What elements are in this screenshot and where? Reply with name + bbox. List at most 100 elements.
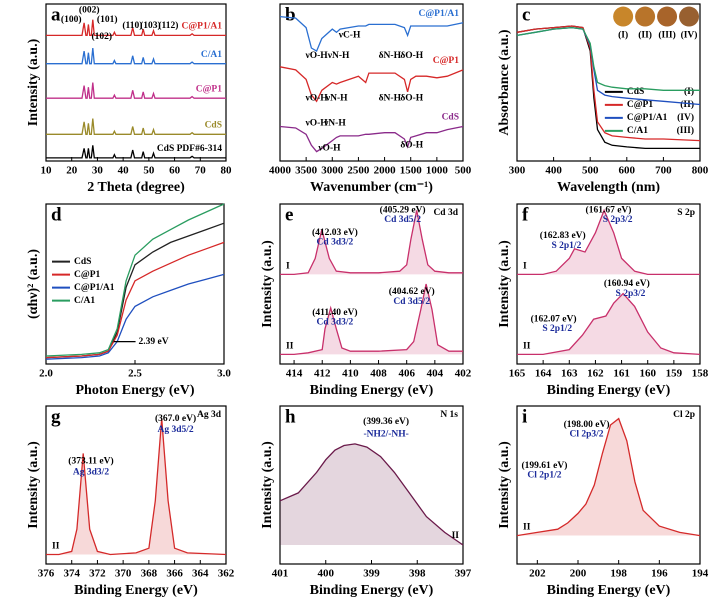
annotation: S 2p3/2 [603, 215, 633, 225]
x-tick-label: 196 [651, 568, 668, 580]
peak-area [280, 443, 463, 546]
annotation: Cd 3d5/2 [384, 215, 421, 225]
annotation: (100) [61, 14, 82, 25]
annotation: Cd 3d5/2 [393, 297, 430, 307]
series-line [279, 15, 464, 53]
x-tick-label: 158 [692, 368, 709, 380]
peak-area [46, 418, 226, 555]
x-tick-label: 368 [141, 568, 158, 580]
x-tick-label: 40 [118, 165, 130, 177]
annotation: -NH2/-NH- [363, 430, 408, 440]
x-axis-label: Binding Energy (eV) [310, 583, 434, 598]
plot-frame [279, 3, 464, 162]
x-tick-label: 3500 [295, 165, 318, 177]
annotation: νN-H [325, 93, 348, 103]
series-line [46, 118, 226, 135]
annotation: (112) [158, 20, 178, 31]
legend-label: C/A1 [627, 126, 648, 136]
x-tick-label: 3000 [321, 165, 344, 177]
x-tick-label: 376 [38, 568, 55, 580]
x-tick-label: 200 [570, 568, 587, 580]
series-label: I [286, 262, 290, 272]
annotation: S 2p1/2 [551, 241, 581, 251]
x-axis-label: Binding Energy (eV) [547, 583, 671, 598]
legend-note: (III) [677, 125, 694, 136]
annotation: (161.67 eV) [586, 205, 632, 216]
legend-label: C@P1 [627, 100, 654, 110]
x-tick-label: 600 [619, 165, 636, 177]
x-tick-label: 198 [610, 568, 627, 580]
annotation: (404.62 eV) [389, 286, 435, 297]
x-tick-label: 1000 [426, 165, 449, 177]
series-label: CdS [442, 113, 459, 123]
series-label: C/A1 [201, 50, 222, 60]
legend-note: (IV) [677, 112, 694, 123]
x-tick-label: 30 [92, 165, 104, 177]
annotation: Cl 2p3/2 [570, 430, 604, 440]
x-axis-label: Wavenumber (cm⁻¹) [310, 180, 433, 195]
legend-label: C@P1/A1 [74, 283, 115, 293]
x-tick-label: 300 [509, 165, 526, 177]
x-tick-label: 414 [286, 368, 303, 380]
x-tick-label: 397 [455, 568, 472, 580]
annotation: δO-H [400, 51, 423, 61]
annotation: δO-H [400, 93, 423, 103]
annotation: 2.39 eV [139, 337, 169, 347]
x-axis-label: Binding Energy (eV) [310, 383, 434, 398]
plot-frame [45, 405, 227, 565]
series-line [517, 208, 700, 276]
series-label: II [523, 342, 531, 352]
series-label: CdS PDF#6-314 [157, 144, 222, 154]
annotation: (373.11 eV) [68, 455, 113, 466]
x-tick-label: 1500 [400, 165, 423, 177]
y-axis-label: Intensity (a.u.) [26, 38, 41, 126]
annotation: (411.40 eV) [312, 307, 357, 318]
series-line [46, 19, 226, 37]
series-label: C@P1/A1 [181, 22, 222, 32]
x-tick-label: 800 [692, 165, 709, 177]
panel-label: d [51, 204, 62, 225]
y-axis-label: Intensity (a.u.) [497, 240, 512, 328]
panel-label: e [285, 204, 293, 225]
x-tick-label: 164 [535, 368, 552, 380]
plot-frame [279, 203, 464, 365]
annotation: νO-H [305, 119, 329, 129]
panel-label: b [285, 4, 296, 25]
x-tick-label: 401 [272, 568, 289, 580]
x-tick-label: 2.0 [39, 368, 53, 380]
plot-frame [516, 405, 701, 565]
x-tick-label: 400 [545, 165, 562, 177]
annotation: δN-H [379, 93, 402, 103]
series-line [46, 418, 227, 556]
x-tick-label: 700 [655, 165, 672, 177]
series-label: C@P1 [433, 56, 460, 66]
x-tick-label: 202 [529, 568, 546, 580]
annotation: (I) [618, 30, 628, 41]
x-tick-label: 410 [342, 368, 359, 380]
annotation: (405.29 eV) [380, 205, 426, 216]
sample-photo [657, 6, 678, 27]
legend-label: C@P1 [74, 270, 101, 280]
x-tick-label: 362 [218, 568, 235, 580]
annotation: (199.61 eV) [521, 460, 567, 471]
series-label: II [523, 523, 531, 533]
annotation: δO-H [400, 140, 423, 150]
plot-frame [45, 203, 225, 365]
annotation: (II) [638, 30, 652, 41]
panel-label: f [522, 204, 529, 225]
series-line [279, 125, 464, 153]
annotation: νO-H [305, 93, 329, 103]
annotation: νC-H [338, 31, 361, 41]
panel-subtitle: Cd 3d [433, 208, 458, 218]
series-line [45, 222, 225, 359]
panel-label: g [51, 406, 61, 427]
annotation: δN-H [379, 51, 402, 61]
y-axis-label: Intensity (a.u.) [260, 240, 275, 328]
series-label: II [452, 531, 460, 541]
series-label: C@P1/A1 [418, 9, 459, 19]
legend-note: (II) [680, 99, 694, 110]
peak-area [517, 210, 700, 275]
x-tick-label: 408 [370, 368, 387, 380]
sample-photo [635, 6, 656, 27]
